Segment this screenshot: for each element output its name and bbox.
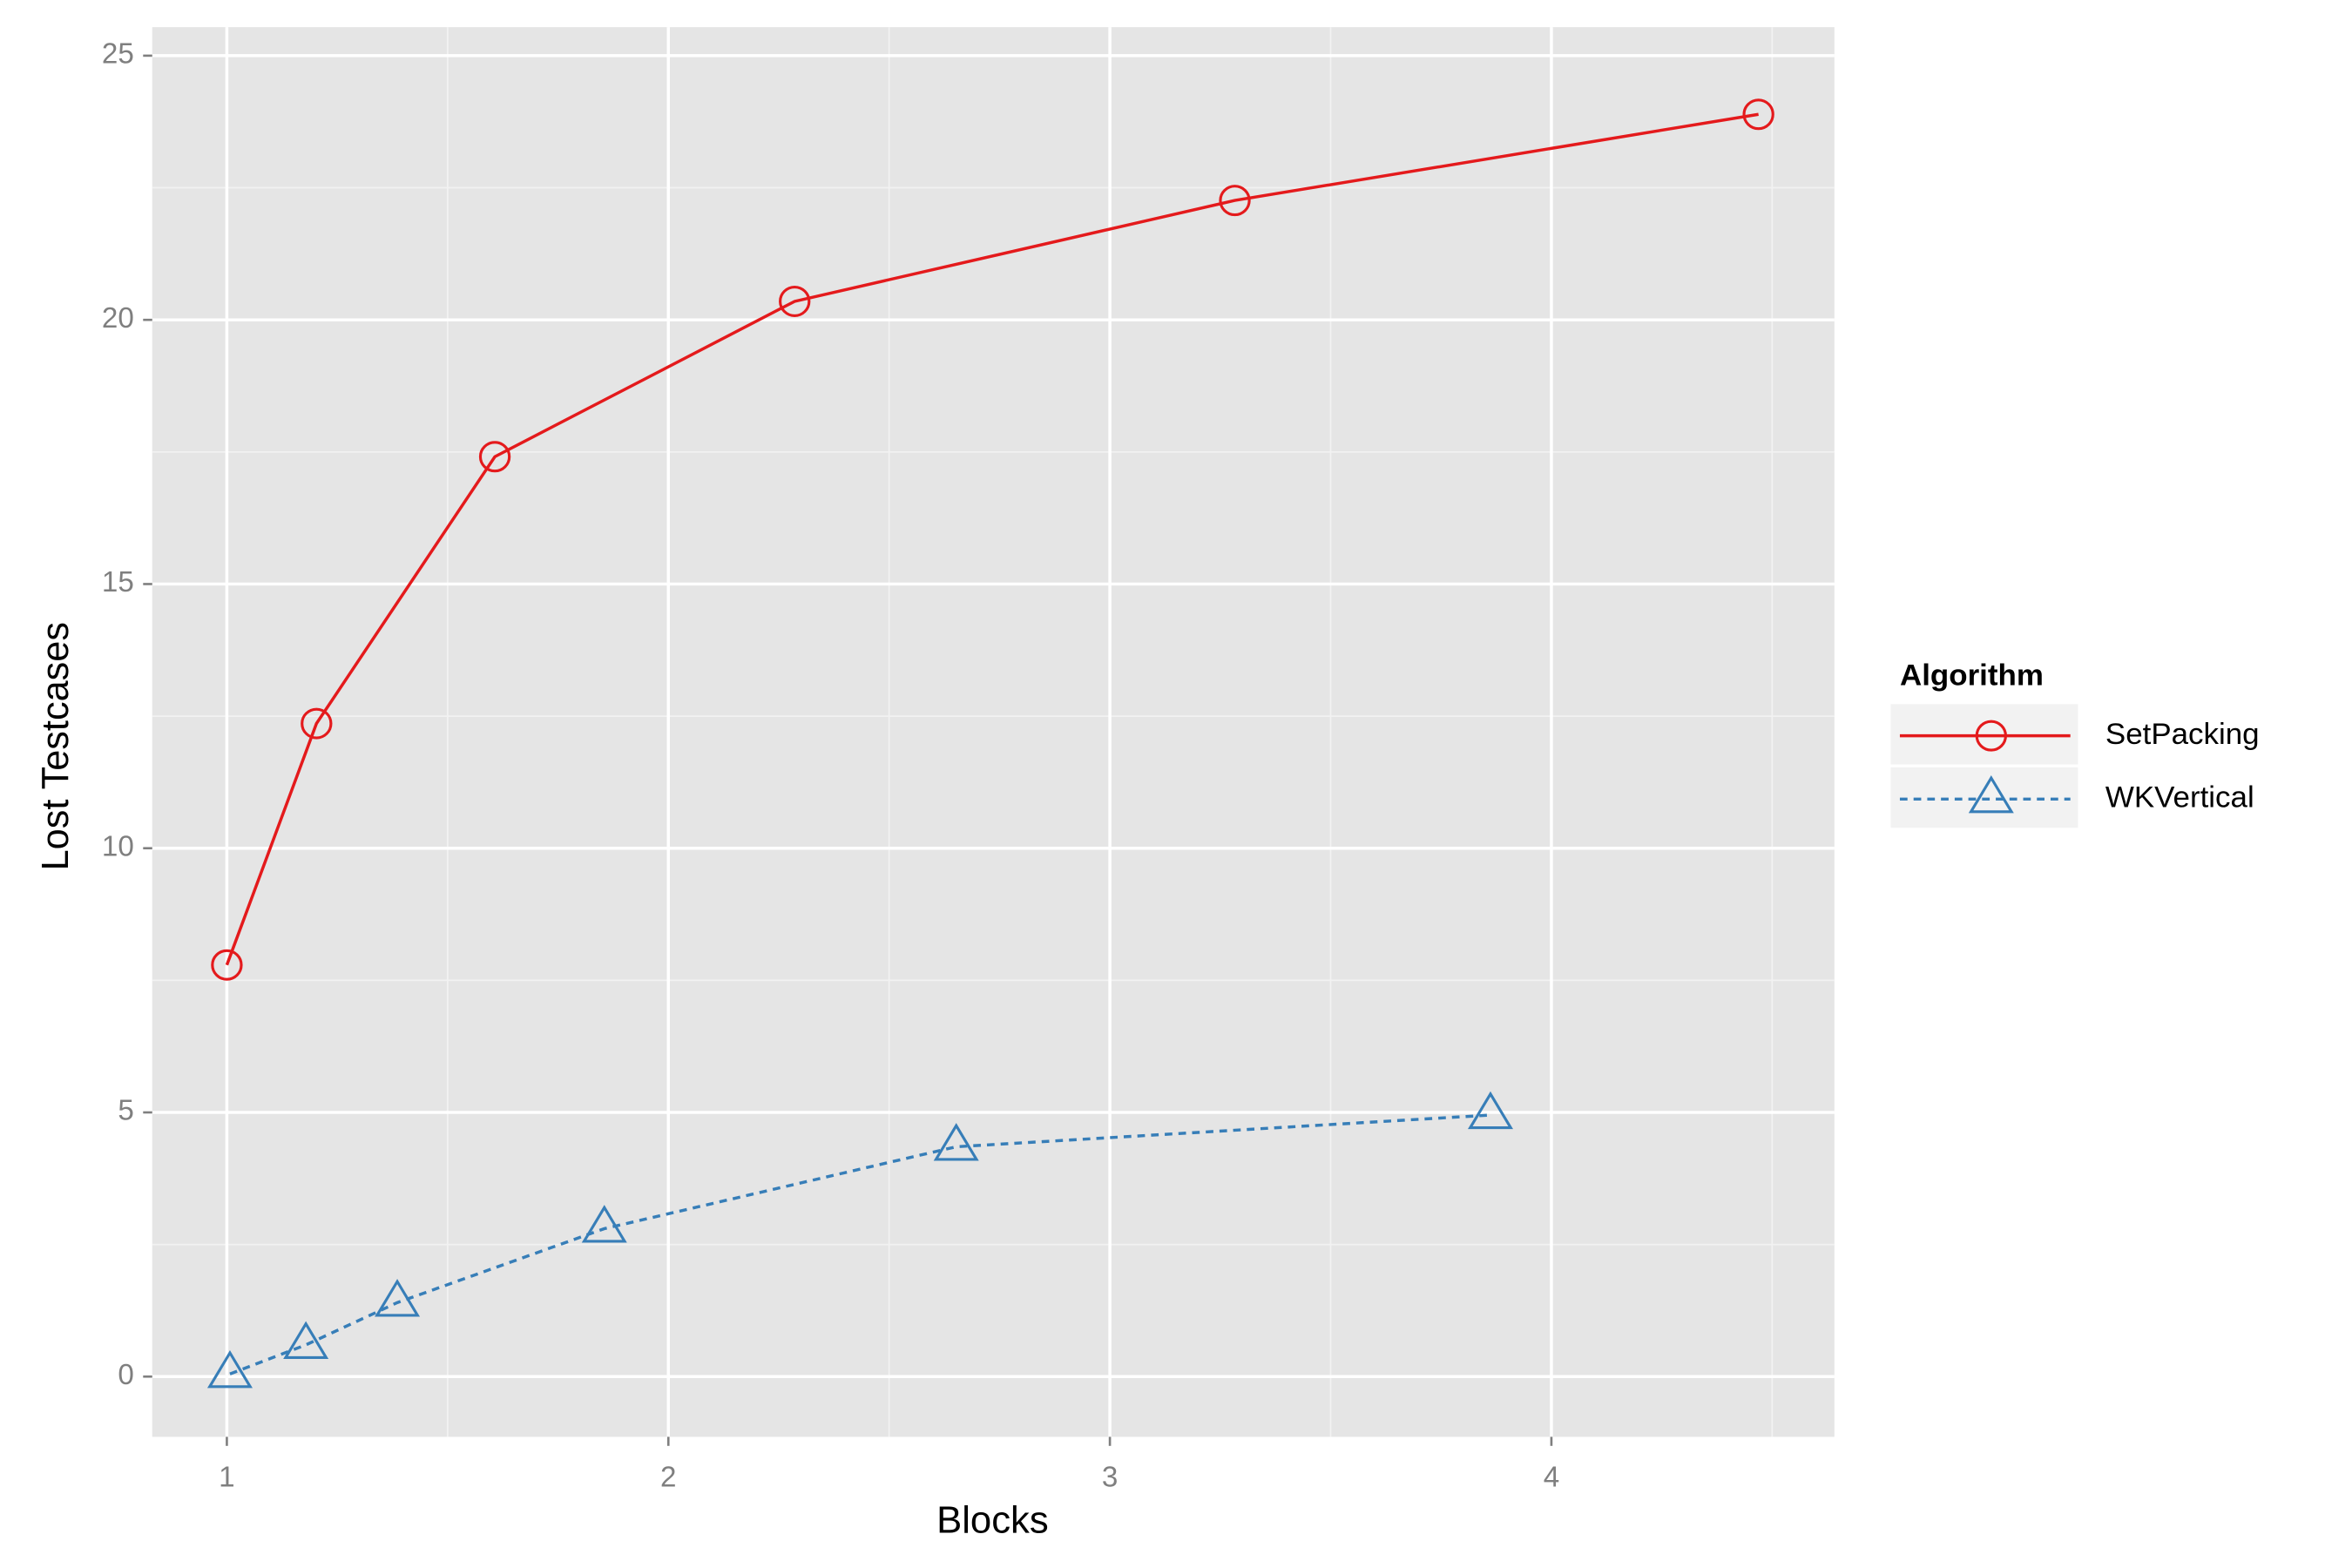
point — [1742, 98, 1774, 131]
point — [1219, 185, 1251, 217]
legend-marker — [1968, 775, 2014, 814]
point — [933, 1123, 979, 1161]
y-axis-title: Lost Testcases — [35, 622, 77, 870]
point — [206, 1349, 253, 1389]
y-tick-label: 15 — [102, 566, 134, 598]
point — [211, 949, 243, 981]
point — [301, 707, 333, 740]
x-tick-label: 1 — [219, 1462, 234, 1494]
series-line — [225, 112, 1759, 966]
point — [375, 1279, 421, 1317]
y-tick-label: 0 — [118, 1359, 133, 1391]
series-line — [229, 1113, 1491, 1375]
legend-title: Algorithm — [1900, 659, 2044, 692]
point — [1467, 1091, 1514, 1130]
plot-panel — [152, 27, 1835, 1437]
y-tick-label: 5 — [118, 1095, 133, 1127]
x-tick-label: 4 — [1544, 1462, 1559, 1494]
point — [779, 285, 811, 317]
x-tick-label: 3 — [1102, 1462, 1118, 1494]
legend-label: WKVertical — [2105, 781, 2254, 814]
x-tick-label: 2 — [660, 1462, 676, 1494]
legend-marker — [1975, 720, 2007, 752]
y-tick-label: 10 — [102, 831, 134, 863]
legend-label: SetPacking — [2105, 718, 2260, 751]
y-tick-label: 25 — [102, 38, 134, 71]
point — [581, 1205, 627, 1243]
point — [283, 1321, 329, 1359]
y-tick-label: 20 — [102, 302, 134, 335]
point — [478, 441, 511, 473]
x-axis-title: Blocks — [936, 1500, 1049, 1542]
